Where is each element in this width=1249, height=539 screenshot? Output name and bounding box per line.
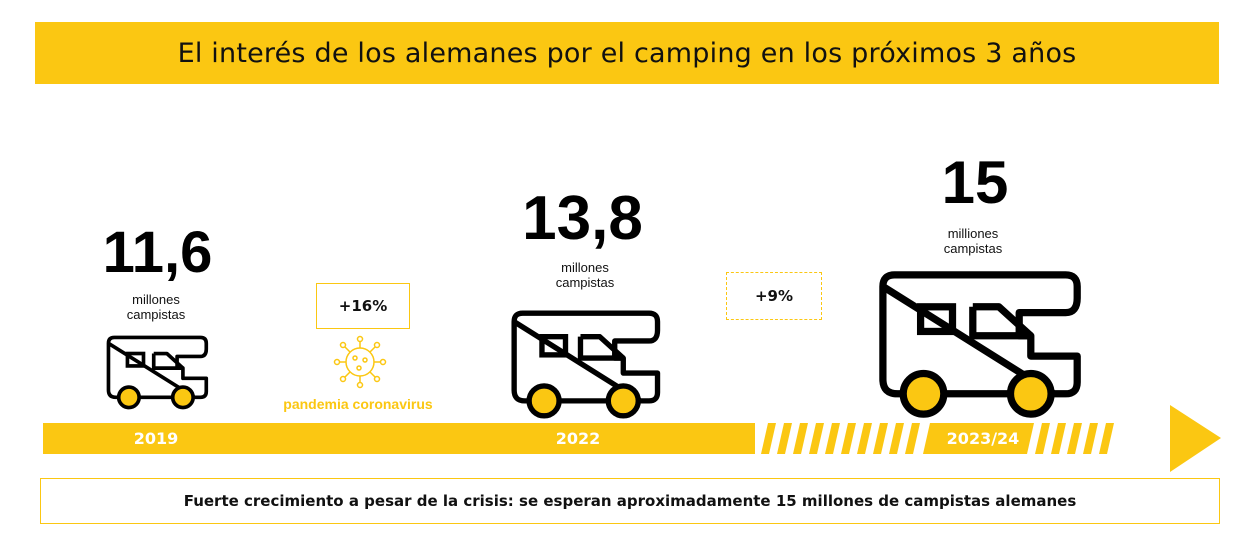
unit-line-1: millones xyxy=(561,260,609,275)
unit-label-2023-24: milliones campistas xyxy=(903,226,1043,256)
camper-van-icon-2022 xyxy=(514,313,657,416)
virus-icon xyxy=(333,335,387,389)
unit-line-2: campistas xyxy=(555,275,615,290)
growth-box-2022-2023: +9% xyxy=(726,272,822,320)
pandemic-label: pandemia coronavirus xyxy=(283,396,433,412)
title-banner: El interés de los alemanes por el campin… xyxy=(35,22,1219,84)
year-label-2023-24: 2023/24 xyxy=(946,429,1020,448)
unit-label-2019: millones campistas xyxy=(86,292,226,322)
year-label-2019: 2019 xyxy=(133,429,179,448)
timeline-striped-section xyxy=(761,423,1114,454)
camper-van-icon-2023-24 xyxy=(883,275,1077,414)
footer-note: Fuerte crecimiento a pesar de la crisis:… xyxy=(40,478,1220,524)
value-label-2023-24: 15 xyxy=(941,149,1009,216)
unit-line-1: millones xyxy=(132,292,180,307)
value-label-2019: 11,6 xyxy=(102,220,213,285)
unit-label-2022: millones campistas xyxy=(515,260,655,290)
year-label-2022: 2022 xyxy=(555,429,601,448)
unit-line-2: campistas xyxy=(126,307,186,322)
timeline-bar xyxy=(43,423,755,454)
growth-box-2019-2022: +16% xyxy=(316,283,410,329)
unit-line-1: milliones xyxy=(947,226,999,241)
unit-line-2: campistas xyxy=(943,241,1003,256)
timeline-arrowhead xyxy=(1170,405,1221,472)
chart-title: El interés de los alemanes por el campin… xyxy=(177,37,1077,69)
footer-text: Fuerte crecimiento a pesar de la crisis:… xyxy=(183,492,1077,510)
value-label-2022: 13,8 xyxy=(522,184,643,253)
camper-van-icon-2019 xyxy=(106,335,209,410)
